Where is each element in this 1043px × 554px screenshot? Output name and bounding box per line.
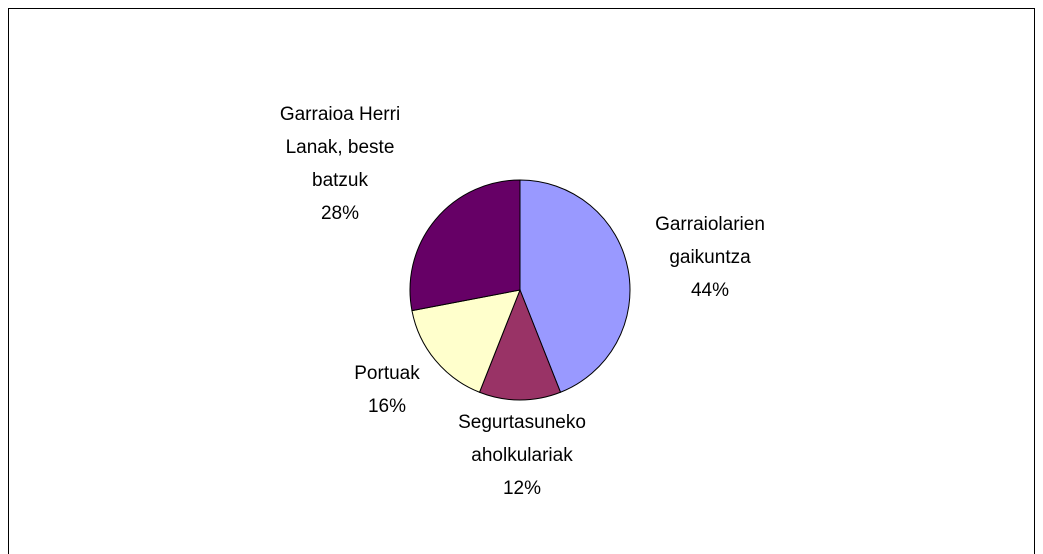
slice-label: Segurtasuneko aholkulariak 12% [432, 406, 612, 505]
pie-slice [478, 288, 562, 401]
slice-label: Garraioa Herri Lanak, beste batzuk 28% [265, 98, 415, 230]
value-label: 12% [502, 478, 542, 499]
category-label: Segurtasuneko aholkulariak [458, 412, 586, 466]
chart-frame [8, 8, 1035, 554]
category-label: Garraiolarien gaikuntza [655, 214, 765, 268]
category-label: Portuak [354, 363, 420, 384]
slice-label: Garraiolarien gaikuntza 44% [630, 208, 790, 307]
slice-label: Portuak 16% [332, 357, 442, 423]
value-label: 16% [367, 396, 407, 417]
category-label: Garraioa Herri Lanak, beste batzuk [279, 104, 401, 191]
pie-slice [519, 179, 631, 393]
value-label: 28% [320, 203, 360, 224]
pie-slice [409, 179, 521, 312]
value-label: 44% [690, 280, 730, 301]
pie-slice [411, 289, 521, 393]
